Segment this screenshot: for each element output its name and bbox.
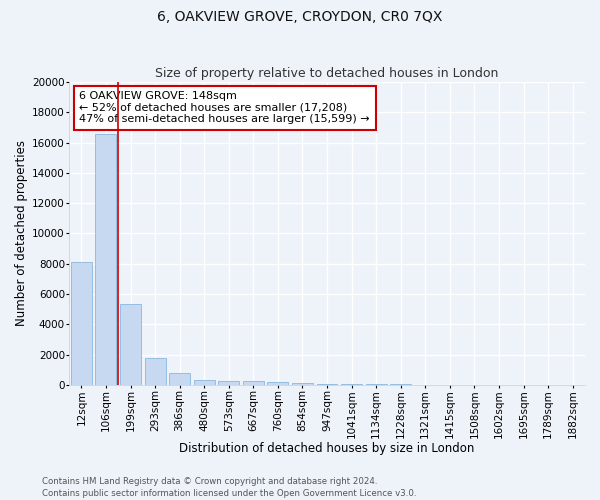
- X-axis label: Distribution of detached houses by size in London: Distribution of detached houses by size …: [179, 442, 475, 455]
- Bar: [243, 382, 264, 385]
- Bar: [95, 134, 116, 385]
- Bar: [71, 262, 92, 385]
- Bar: [317, 384, 337, 385]
- Bar: [268, 382, 289, 385]
- Bar: [366, 384, 386, 385]
- Bar: [218, 380, 239, 385]
- Bar: [145, 358, 166, 385]
- Text: Contains HM Land Registry data © Crown copyright and database right 2024.
Contai: Contains HM Land Registry data © Crown c…: [42, 476, 416, 498]
- Text: 6 OAKVIEW GROVE: 148sqm
← 52% of detached houses are smaller (17,208)
47% of sem: 6 OAKVIEW GROVE: 148sqm ← 52% of detache…: [79, 91, 370, 124]
- Y-axis label: Number of detached properties: Number of detached properties: [15, 140, 28, 326]
- Title: Size of property relative to detached houses in London: Size of property relative to detached ho…: [155, 66, 499, 80]
- Bar: [169, 373, 190, 385]
- Bar: [292, 382, 313, 385]
- Text: 6, OAKVIEW GROVE, CROYDON, CR0 7QX: 6, OAKVIEW GROVE, CROYDON, CR0 7QX: [157, 10, 443, 24]
- Bar: [194, 380, 215, 385]
- Bar: [120, 304, 141, 385]
- Bar: [341, 384, 362, 385]
